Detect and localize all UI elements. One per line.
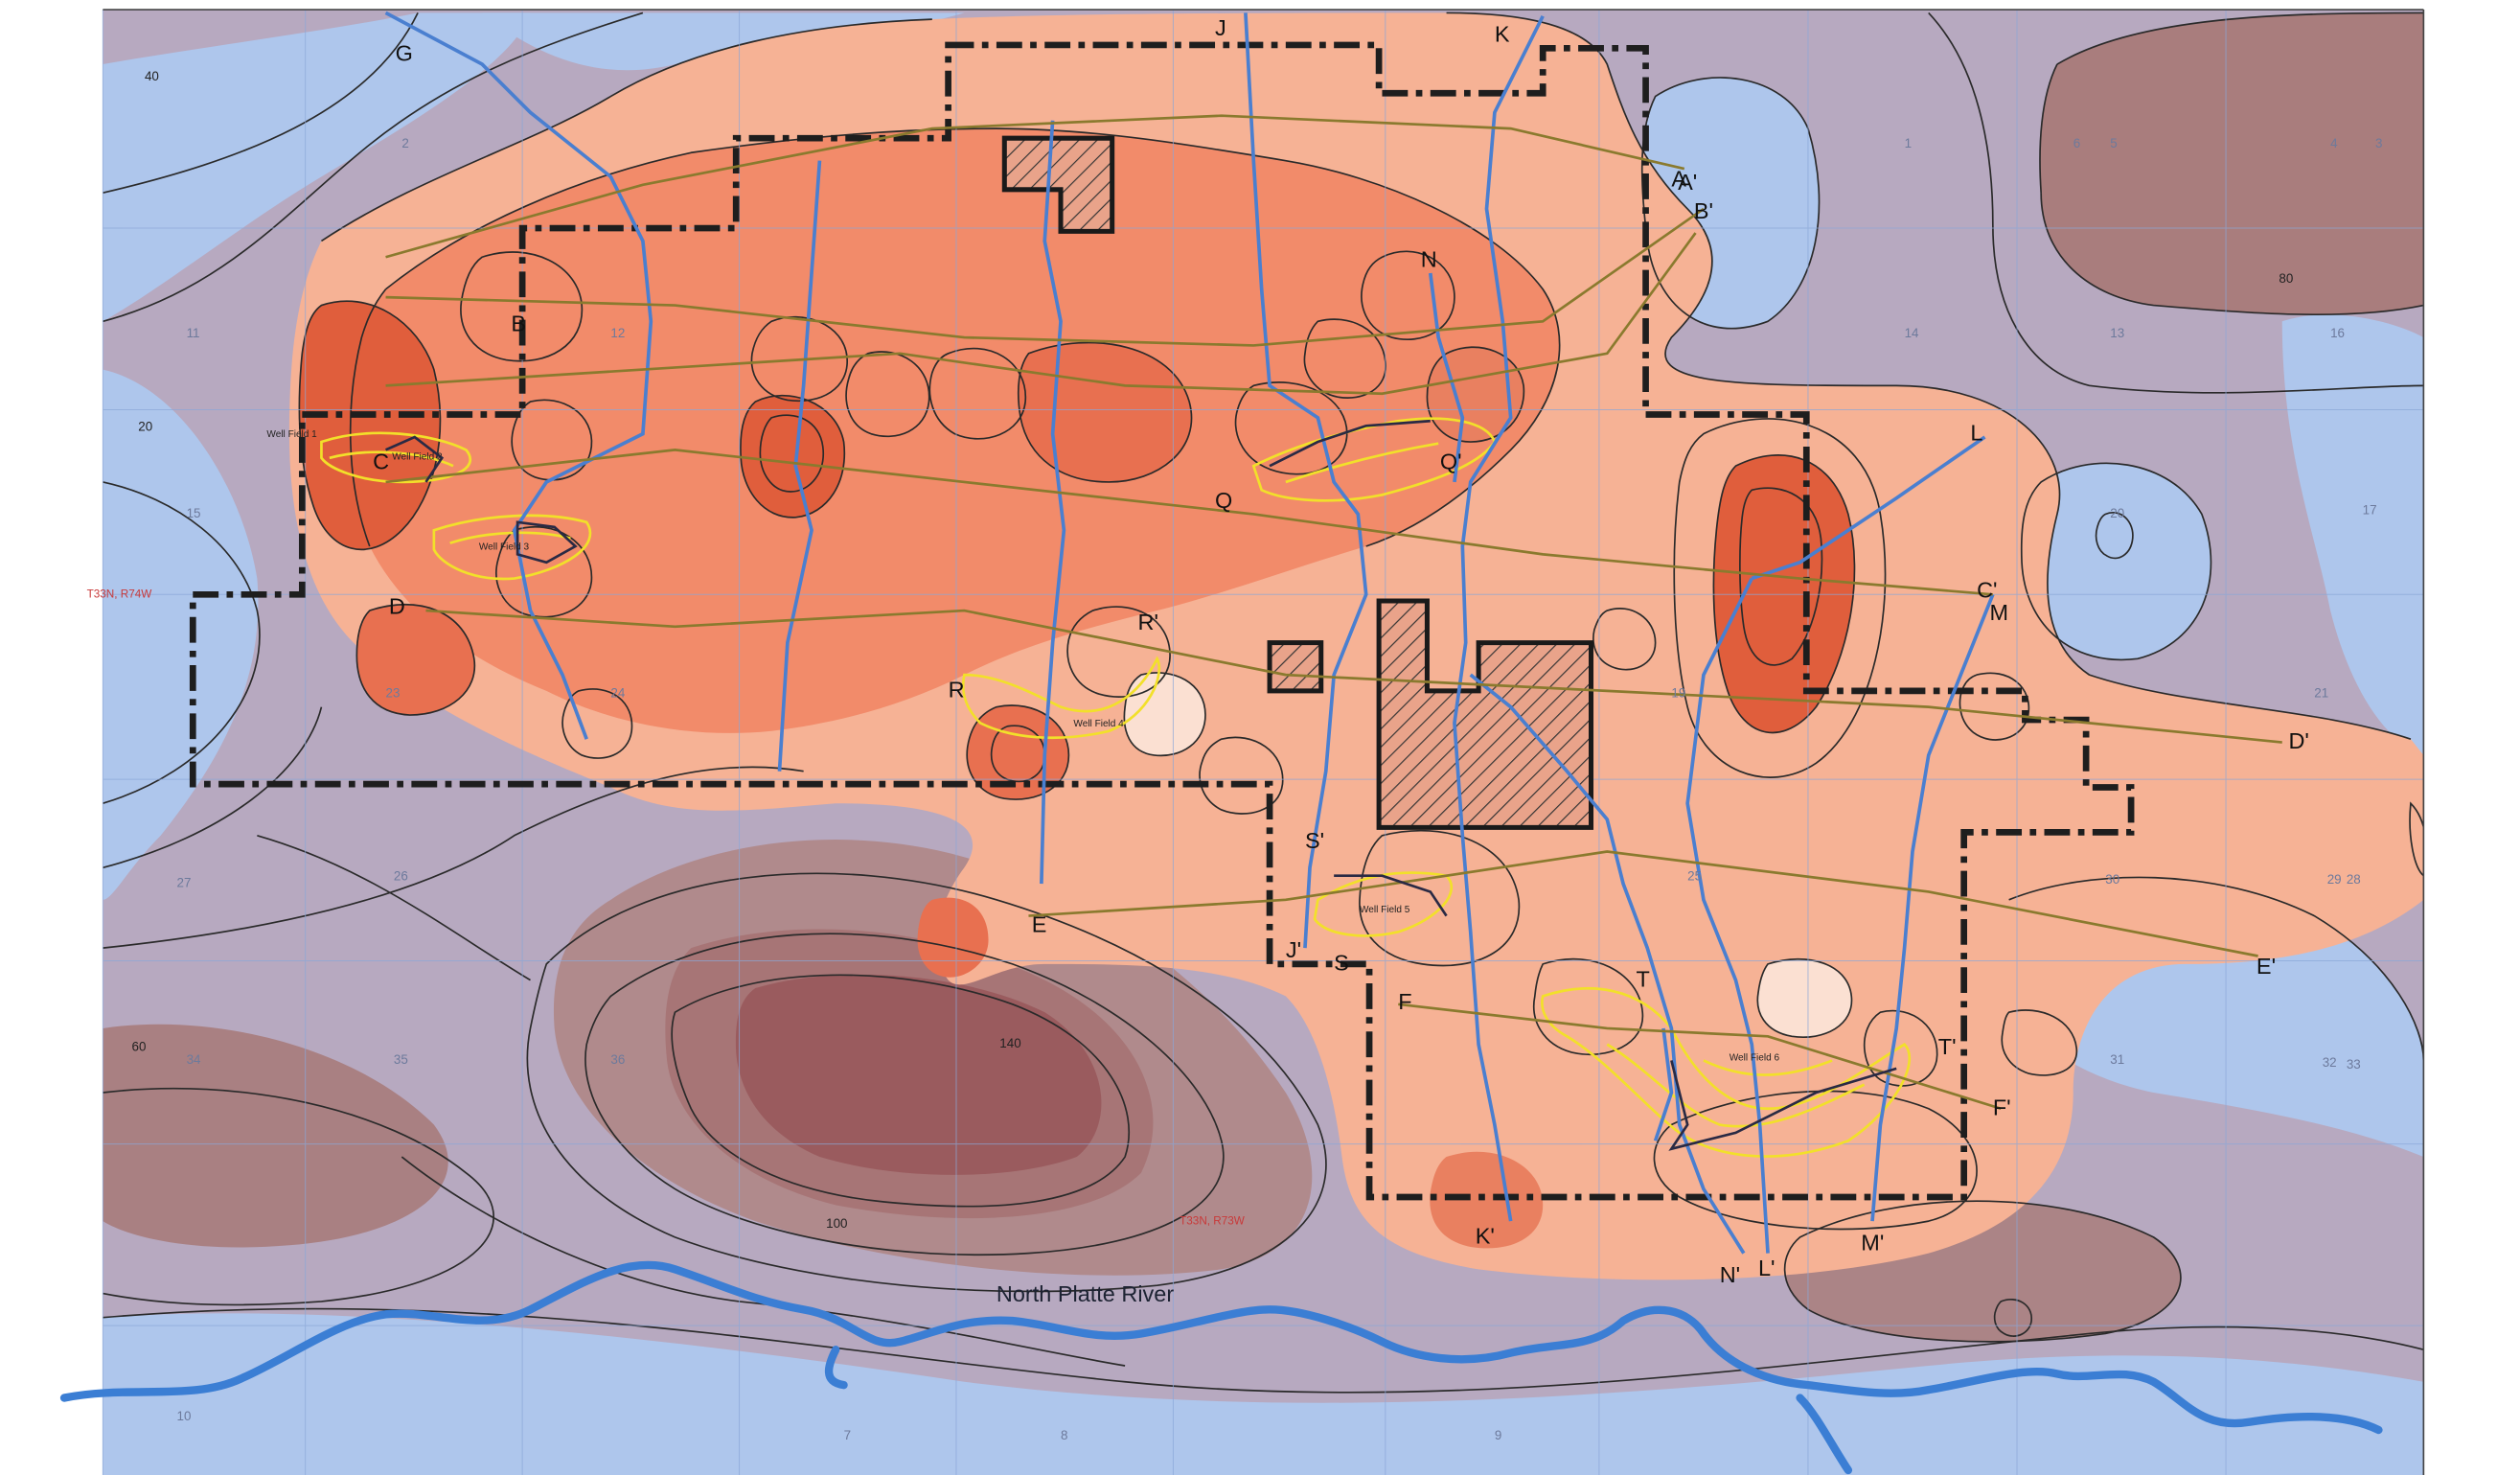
label-Q-prime: Q' bbox=[1440, 449, 1462, 474]
section-number-labels: 2 1 6 5 4 3 11 12 14 13 16 17 15 23 24 1… bbox=[177, 136, 2383, 1442]
section-number: 36 bbox=[610, 1052, 625, 1067]
label-A-prime: A' bbox=[1678, 170, 1697, 195]
contour-label-80: 80 bbox=[2279, 271, 2293, 286]
well-field-patterns bbox=[385, 419, 1897, 1151]
well-field-1-label: Well Field 1 bbox=[266, 429, 317, 440]
section-number: 11 bbox=[187, 326, 200, 340]
label-Q: Q bbox=[1215, 488, 1232, 513]
section-number: 26 bbox=[394, 869, 408, 884]
township-label-west: T33N, R74W bbox=[87, 588, 153, 601]
section-number: 25 bbox=[1687, 869, 1702, 884]
section-number: 2 bbox=[401, 136, 408, 150]
label-J-prime: J' bbox=[1286, 937, 1301, 962]
label-K: K bbox=[1495, 22, 1510, 47]
section-line-start-labels: A B C D E F G J K L M N Q R S T bbox=[373, 15, 2008, 1014]
section-number: 13 bbox=[2110, 326, 2124, 340]
contour-label-100: 100 bbox=[826, 1216, 847, 1231]
section-line-end-labels: A' B' C' D' E' F' J' K' L' M' N' Q' R' S… bbox=[1138, 170, 2309, 1287]
contour-label-20: 20 bbox=[138, 419, 152, 433]
label-S-prime: S' bbox=[1305, 828, 1324, 853]
section-number: 16 bbox=[2330, 326, 2345, 340]
label-L: L bbox=[1970, 420, 1982, 445]
section-number: 33 bbox=[2347, 1057, 2361, 1072]
section-number: 20 bbox=[2110, 506, 2124, 520]
contour-value-labels: 20 40 60 100 140 80 bbox=[132, 69, 2294, 1231]
label-C-prime: C' bbox=[1977, 578, 1997, 603]
label-T-prime: T' bbox=[1938, 1034, 1957, 1059]
section-number: 12 bbox=[610, 326, 625, 340]
section-number: 24 bbox=[610, 686, 625, 701]
section-number: 6 bbox=[2073, 136, 2080, 150]
cross-section-lines-olive bbox=[385, 114, 2282, 1111]
label-K-prime: K' bbox=[1476, 1224, 1495, 1249]
river-label: North Platte River bbox=[997, 1281, 1174, 1306]
label-T: T bbox=[1636, 966, 1649, 991]
contour-label-60: 60 bbox=[132, 1039, 147, 1053]
section-number: 8 bbox=[1061, 1428, 1067, 1442]
section-number: 27 bbox=[177, 875, 192, 889]
label-L-prime: L' bbox=[1758, 1256, 1775, 1280]
label-F-prime: F' bbox=[1993, 1095, 2011, 1119]
section-number: 14 bbox=[1905, 326, 1919, 340]
section-number: 31 bbox=[2110, 1052, 2124, 1067]
label-F: F bbox=[1398, 989, 1411, 1014]
contour-label-40: 40 bbox=[145, 69, 159, 83]
label-J: J bbox=[1215, 15, 1226, 40]
section-number: 21 bbox=[2314, 686, 2328, 701]
label-C: C bbox=[373, 449, 389, 474]
section-number: 3 bbox=[2375, 136, 2382, 150]
label-E: E bbox=[1032, 911, 1047, 936]
label-N: N bbox=[1421, 246, 1437, 271]
label-B: B bbox=[511, 311, 526, 335]
township-label-east: T33N, R73W bbox=[1180, 1214, 1246, 1227]
label-S: S bbox=[1334, 951, 1349, 976]
label-D-prime: D' bbox=[2288, 728, 2308, 753]
well-field-5-label: Well Field 5 bbox=[1360, 905, 1410, 915]
well-field-6-label: Well Field 6 bbox=[1730, 1052, 1780, 1063]
section-number: 35 bbox=[394, 1052, 408, 1067]
label-N-prime: N' bbox=[1720, 1262, 1740, 1287]
restricted-areas bbox=[1001, 135, 1594, 830]
section-number: 29 bbox=[2327, 872, 2342, 887]
section-number: 34 bbox=[187, 1052, 201, 1067]
thick-zones bbox=[103, 12, 2424, 1342]
section-number: 9 bbox=[1495, 1428, 1501, 1442]
well-field-3-label: Well Field 3 bbox=[479, 542, 530, 552]
section-number: 28 bbox=[2347, 872, 2361, 887]
contour-label-140: 140 bbox=[999, 1036, 1020, 1050]
orange-zones bbox=[288, 12, 2424, 1280]
label-R: R bbox=[949, 678, 965, 703]
well-field-labels: Well Field 1 Well Field 2 Well Field 3 W… bbox=[266, 429, 1779, 1063]
section-number: 23 bbox=[386, 686, 401, 701]
section-number: 5 bbox=[2110, 136, 2117, 150]
label-D: D bbox=[389, 593, 405, 618]
section-number: 32 bbox=[2323, 1055, 2337, 1070]
section-grid bbox=[102, 10, 2424, 1475]
label-M: M bbox=[1989, 600, 2008, 625]
section-number: 4 bbox=[2330, 136, 2338, 150]
section-number: 7 bbox=[844, 1428, 851, 1442]
well-field-4-label: Well Field 4 bbox=[1073, 719, 1124, 729]
section-number: 30 bbox=[2105, 872, 2119, 887]
section-number: 17 bbox=[2363, 502, 2377, 517]
label-B-prime: B' bbox=[1694, 198, 1713, 223]
permit-boundary bbox=[189, 41, 2135, 1201]
cross-section-lines-blue bbox=[384, 11, 1995, 1255]
river bbox=[59, 1260, 2383, 1475]
section-number: 1 bbox=[1905, 136, 1912, 150]
label-E-prime: E' bbox=[2257, 954, 2276, 979]
township-labels: T33N, R74W T33N, R73W bbox=[87, 588, 1246, 1228]
contour-lines bbox=[103, 12, 2428, 1394]
label-G: G bbox=[396, 41, 413, 66]
section-number: 15 bbox=[187, 506, 201, 520]
section-number: 19 bbox=[1671, 686, 1685, 701]
label-M-prime: M' bbox=[1861, 1230, 1884, 1255]
label-R-prime: R' bbox=[1138, 610, 1158, 634]
section-number: 10 bbox=[177, 1409, 192, 1423]
label-A: A bbox=[1671, 166, 1686, 191]
well-field-2-label: Well Field 2 bbox=[392, 451, 443, 462]
